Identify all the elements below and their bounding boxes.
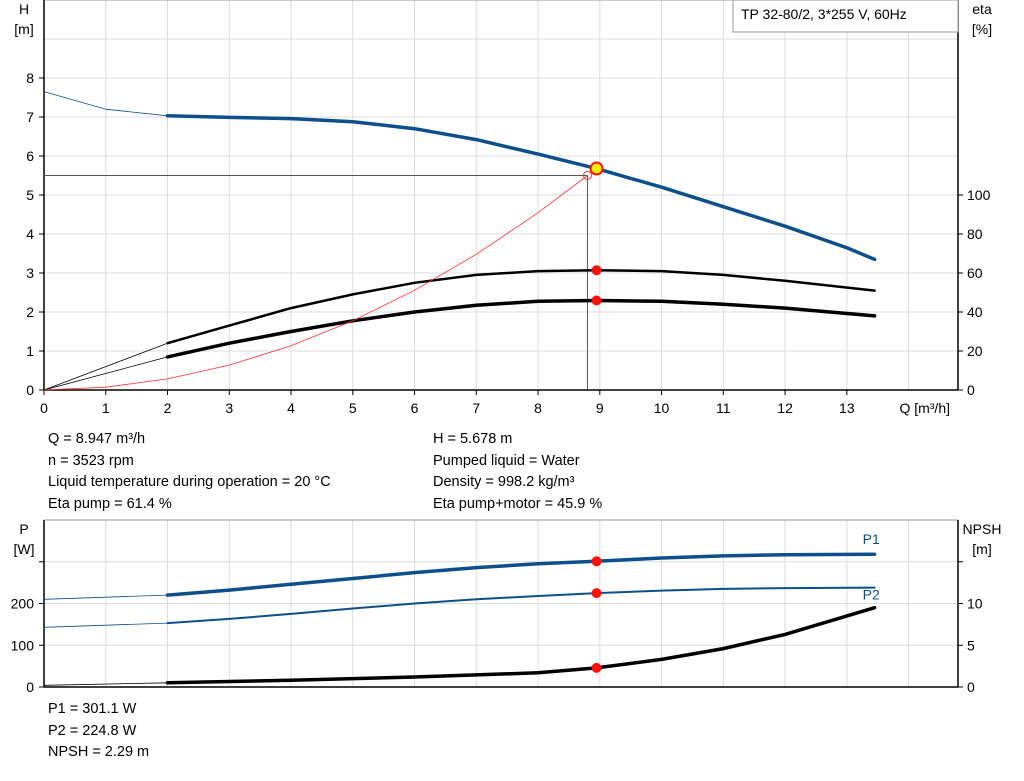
y-tick-label-left: 100: [11, 637, 35, 653]
y-axis-label-left: [W]: [14, 541, 35, 557]
y-tick-label-left: 2: [26, 304, 34, 320]
x-tick-label: 9: [596, 400, 604, 416]
y-tick-label-right: 20: [967, 343, 983, 359]
readout-p2: P2 = 224.8 W: [48, 722, 137, 739]
y-axis-label-right: eta: [972, 1, 992, 17]
x-tick-label: 8: [534, 400, 542, 416]
y-axis-label-left: P: [19, 521, 28, 537]
readout-liquid: Pumped liquid = Water: [433, 452, 580, 469]
y-axis-label-left: H: [19, 1, 29, 17]
curve-P2-extrapolated: [43, 622, 168, 628]
y-tick-label-left: 7: [26, 109, 34, 125]
y-tick-label-left: 6: [26, 148, 34, 164]
x-tick-label: 11: [716, 400, 731, 416]
curve-P1: [165, 552, 877, 597]
y-axis-label-right: [m]: [972, 541, 991, 557]
readout-right: H = 5.678 m Pumped liquid = Water Densit…: [433, 429, 602, 515]
readout-eta-pump: Eta pump = 61.4 %: [48, 495, 172, 512]
y-tick-label-right: 80: [967, 226, 983, 242]
y-tick-label-left: 0: [26, 382, 34, 398]
curve-eta_pump: [166, 269, 876, 345]
curve-P2: [166, 586, 876, 625]
curve-eta_pump_motor: [165, 298, 877, 359]
curve-system_curve: [43, 175, 588, 391]
y-tick-label-left: 8: [26, 70, 34, 86]
x-tick-label: 6: [411, 400, 419, 416]
readout-h: H = 5.678 m: [433, 431, 513, 447]
y-tick-label-right: 60: [967, 265, 983, 281]
curve-NPSH-extrapolated: [43, 682, 168, 686]
operating-point-eta-pump-motor: [591, 295, 602, 306]
title-box: [732, 0, 959, 33]
readout-density: Density = 998.2 kg/m³: [433, 474, 575, 490]
x-tick-label: 2: [164, 400, 172, 416]
readout-eta-pump-motor: Eta pump+motor = 45.9 %: [433, 495, 603, 512]
x-tick-label: 12: [777, 400, 793, 416]
readout-q: Q = 8.947 m³/h: [48, 431, 146, 447]
chart-title: TP 32-80/2, 3*255 V, 60Hz: [741, 6, 907, 22]
curve-eta_pump-extrapolated: [43, 342, 168, 391]
x-tick-label: 7: [472, 400, 480, 416]
curve-P1-extrapolated: [43, 594, 168, 600]
readout-npsh: NPSH = 2.29 m: [48, 744, 150, 760]
curve-H: [165, 114, 877, 262]
duty-point-marker: [582, 171, 592, 180]
operating-point-head: [589, 161, 604, 176]
readout-left: Q = 8.947 m³/h n = 3523 rpm Liquid tempe…: [48, 429, 331, 515]
y-tick-label-left: 5: [26, 187, 34, 203]
y-tick-label-right: 100: [967, 187, 991, 203]
series-label-P1: P1: [863, 531, 880, 547]
readout-p1: P1 = 301.1 W: [48, 701, 137, 717]
y-tick-label-left: 200: [11, 596, 35, 612]
operating-point-eta-pump: [591, 265, 602, 276]
y-axis-label-left: [m]: [14, 21, 33, 37]
x-tick-label: 10: [654, 400, 670, 416]
y-axis-label-right: [%]: [972, 21, 992, 37]
y-tick-label-right: 10: [967, 596, 983, 612]
readout-temperature: Liquid temperature during operation = 20…: [48, 474, 331, 490]
y-tick-label-left: 0: [26, 679, 34, 695]
x-tick-label: 13: [839, 400, 855, 416]
y-tick-label-left: 4: [26, 226, 34, 242]
x-tick-label: 1: [102, 400, 110, 416]
x-tick-label: 0: [40, 400, 48, 416]
x-tick-label: 4: [287, 400, 295, 416]
operating-point-npsh: [591, 662, 602, 673]
y-axis-label-right: NPSH: [963, 521, 1002, 537]
y-tick-label-right: 5: [967, 637, 975, 653]
y-tick-label-right: 40: [967, 304, 983, 320]
curve-H-extrapolated: [43, 91, 168, 117]
readout-bottom: P1 = 301.1 W P2 = 224.8 W NPSH = 2.29 m: [48, 699, 149, 764]
y-tick-label-left: 1: [26, 343, 34, 359]
curve-eta_pump_motor-extrapolated: [43, 356, 168, 391]
series-label-P2: P2: [863, 587, 880, 603]
operating-point-p1: [591, 556, 602, 567]
y-tick-label-right: 0: [967, 382, 975, 398]
readout-n: n = 3523 rpm: [48, 452, 134, 469]
x-tick-label: 5: [349, 400, 357, 416]
y-tick-label-left: 3: [26, 265, 34, 281]
x-axis-label: Q [m³/h]: [899, 400, 950, 416]
operating-point-p2: [591, 588, 602, 599]
x-tick-label: 3: [225, 400, 233, 416]
y-tick-label-right: 0: [967, 679, 975, 695]
